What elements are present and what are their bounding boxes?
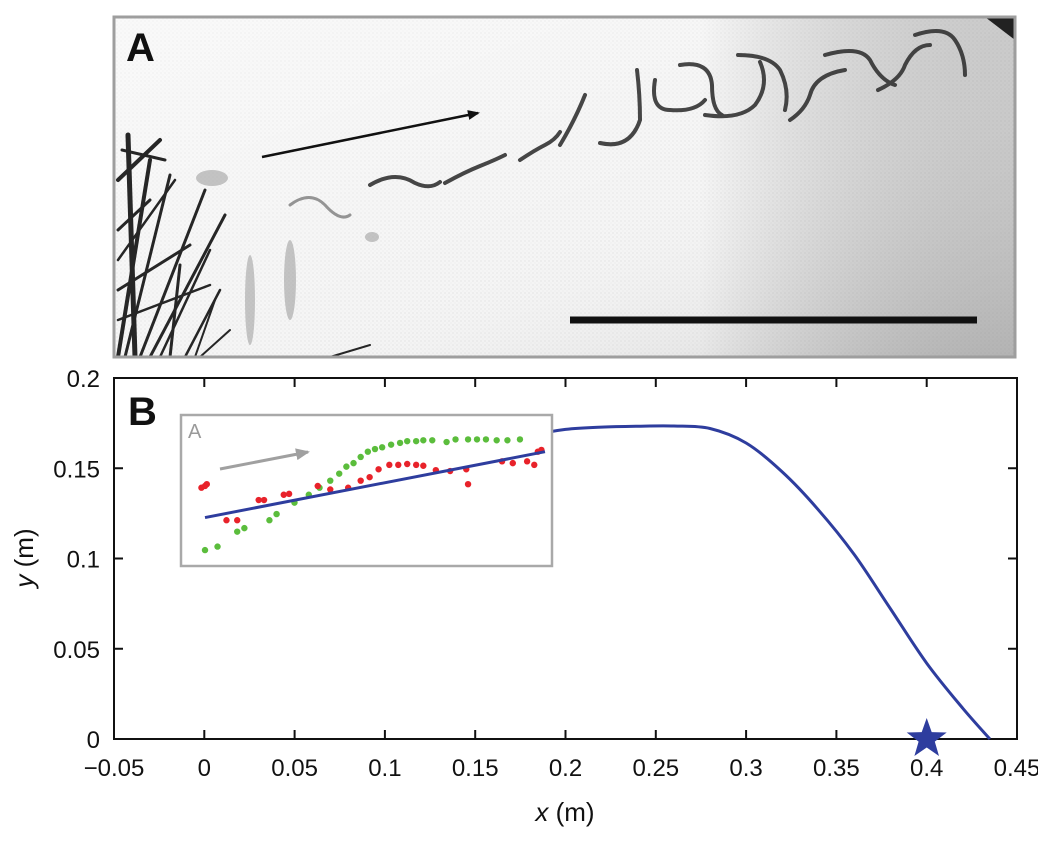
x-tick-label: 0.3 bbox=[729, 755, 762, 782]
y-tick-label: 0.15 bbox=[53, 456, 100, 483]
panel-b-label: B bbox=[128, 390, 157, 434]
inset-green-point bbox=[350, 459, 357, 467]
inset-green-point bbox=[452, 436, 459, 443]
inset-red-point bbox=[234, 517, 241, 524]
inset-red-point bbox=[395, 461, 402, 469]
inset-green-point bbox=[214, 543, 221, 550]
inset-green-point bbox=[357, 453, 364, 461]
y-axis-label: y (m) bbox=[9, 528, 39, 589]
x-tick-label: 0.25 bbox=[632, 755, 679, 782]
inset-green-point bbox=[504, 437, 511, 444]
photo-corner bbox=[985, 17, 1015, 40]
inset-red-point bbox=[255, 496, 262, 504]
inset-red-points bbox=[198, 446, 545, 524]
inset-green-point bbox=[429, 437, 436, 444]
inset-green-point bbox=[464, 436, 472, 443]
x-tick-label: 0.4 bbox=[910, 755, 943, 782]
y-tick-label: 0 bbox=[87, 727, 100, 754]
inset-red-point bbox=[523, 458, 531, 465]
inset-red-point bbox=[375, 466, 382, 473]
larva-frames bbox=[288, 29, 967, 219]
inset-green-point bbox=[412, 437, 420, 445]
inset-label: A bbox=[188, 421, 202, 443]
inset-green-point bbox=[404, 437, 411, 445]
x-axis-label-var: x bbox=[533, 797, 549, 827]
x-tick-label: 0.05 bbox=[271, 755, 318, 782]
direction-arrow bbox=[261, 110, 480, 159]
inset-red-point bbox=[412, 461, 420, 469]
inset-direction-arrow bbox=[219, 448, 310, 471]
inset-green-point bbox=[234, 528, 241, 535]
inset-red-point bbox=[366, 473, 373, 481]
inset-red-point bbox=[404, 460, 411, 468]
x-tick-label: 0.45 bbox=[994, 755, 1038, 782]
grass bbox=[116, 132, 371, 357]
x-tick-label: 0.2 bbox=[549, 755, 582, 782]
inset-green-point bbox=[396, 439, 404, 447]
inset-green-point bbox=[364, 448, 372, 455]
blur-smudges bbox=[196, 170, 379, 345]
panel-b-chart: −0.05 0 0.05 0.1 0.15 0.2 0.25 0.3 0.35 0.4 0.45 0… bbox=[9, 366, 1038, 827]
x-axis-label: x (m) bbox=[533, 797, 594, 827]
inset-green-point bbox=[387, 441, 395, 448]
y-tick-label: 0.1 bbox=[67, 547, 100, 574]
inset-green-point bbox=[327, 477, 334, 484]
inset-red-point bbox=[260, 496, 268, 504]
inset-red-point bbox=[203, 481, 210, 488]
x-tick-label: 0 bbox=[198, 755, 211, 782]
inset-green-point bbox=[343, 463, 350, 470]
inset-green-point bbox=[266, 517, 273, 524]
x-tick-label: 0.35 bbox=[813, 755, 860, 782]
inset-red-point bbox=[531, 461, 538, 469]
inset-frame bbox=[179, 413, 554, 568]
inset-red-point bbox=[327, 486, 334, 493]
inset-green-point bbox=[443, 438, 450, 446]
x-axis-label-unit: (m) bbox=[548, 797, 594, 827]
inset-green-point bbox=[516, 436, 524, 443]
inset-red-point bbox=[285, 490, 293, 498]
y-tick-label: 0.05 bbox=[53, 637, 100, 664]
inset-green-point bbox=[201, 546, 209, 554]
inset-green-point bbox=[371, 445, 379, 453]
y-axis: 0 0.05 0.1 0.15 0.2 bbox=[53, 366, 1017, 754]
inset-red-point bbox=[509, 459, 516, 467]
inset-green-point bbox=[378, 444, 386, 451]
y-axis-label-unit: (m) bbox=[9, 528, 39, 574]
inset-red-point bbox=[386, 461, 393, 469]
star-marker bbox=[906, 718, 947, 756]
inset-green-point bbox=[336, 470, 343, 477]
inset-red-point bbox=[223, 517, 230, 524]
panel-a-frame bbox=[112, 15, 1017, 359]
y-axis-label-var: y bbox=[9, 573, 39, 590]
inset-fit-line bbox=[204, 450, 546, 520]
inset-green-point bbox=[473, 436, 481, 443]
inset-green-point bbox=[420, 437, 427, 444]
inset-red-point bbox=[357, 477, 364, 484]
inset-green-point bbox=[241, 524, 248, 532]
inset-red-point bbox=[314, 482, 321, 490]
inset-red-point bbox=[420, 462, 427, 469]
inset-red-point bbox=[464, 481, 472, 488]
inset-green-point bbox=[273, 510, 280, 518]
inset-green-point bbox=[482, 436, 490, 443]
x-tick-label: −0.05 bbox=[84, 755, 145, 782]
x-axis: −0.05 0 0.05 0.1 0.15 0.2 0.25 0.3 0.35 0.4 0.45 bbox=[84, 378, 1038, 782]
inset-red-point bbox=[280, 491, 287, 498]
panel-a-label: A bbox=[126, 26, 155, 70]
y-tick-label: 0.2 bbox=[67, 366, 100, 393]
panel-a-photo: A bbox=[114, 17, 1015, 357]
inset: A bbox=[179, 413, 554, 568]
x-tick-label: 0.15 bbox=[452, 755, 499, 782]
photo-shading-right bbox=[700, 17, 1015, 357]
inset-green-point bbox=[493, 437, 500, 444]
x-tick-label: 0.1 bbox=[368, 755, 401, 782]
